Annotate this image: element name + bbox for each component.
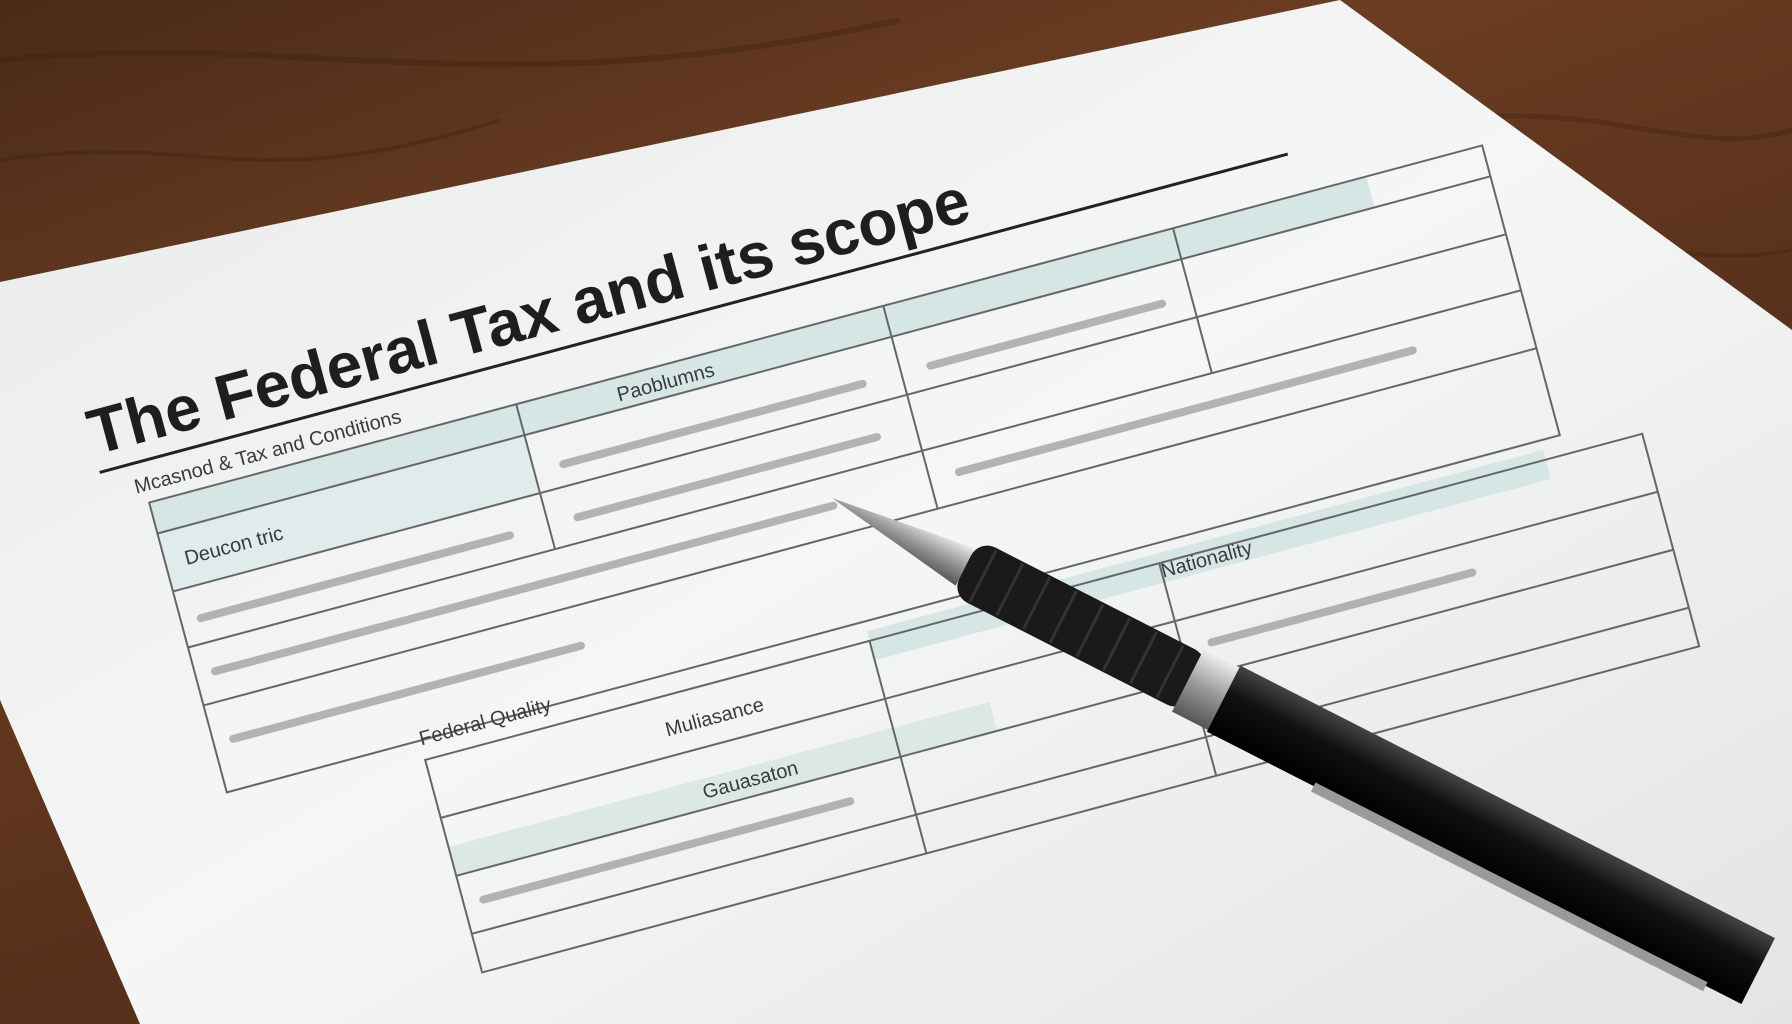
tax-form: The Federal Tax and its scope Mcasnod & … [80, 144, 1562, 794]
ballpoint-pen-icon [832, 498, 1775, 1005]
